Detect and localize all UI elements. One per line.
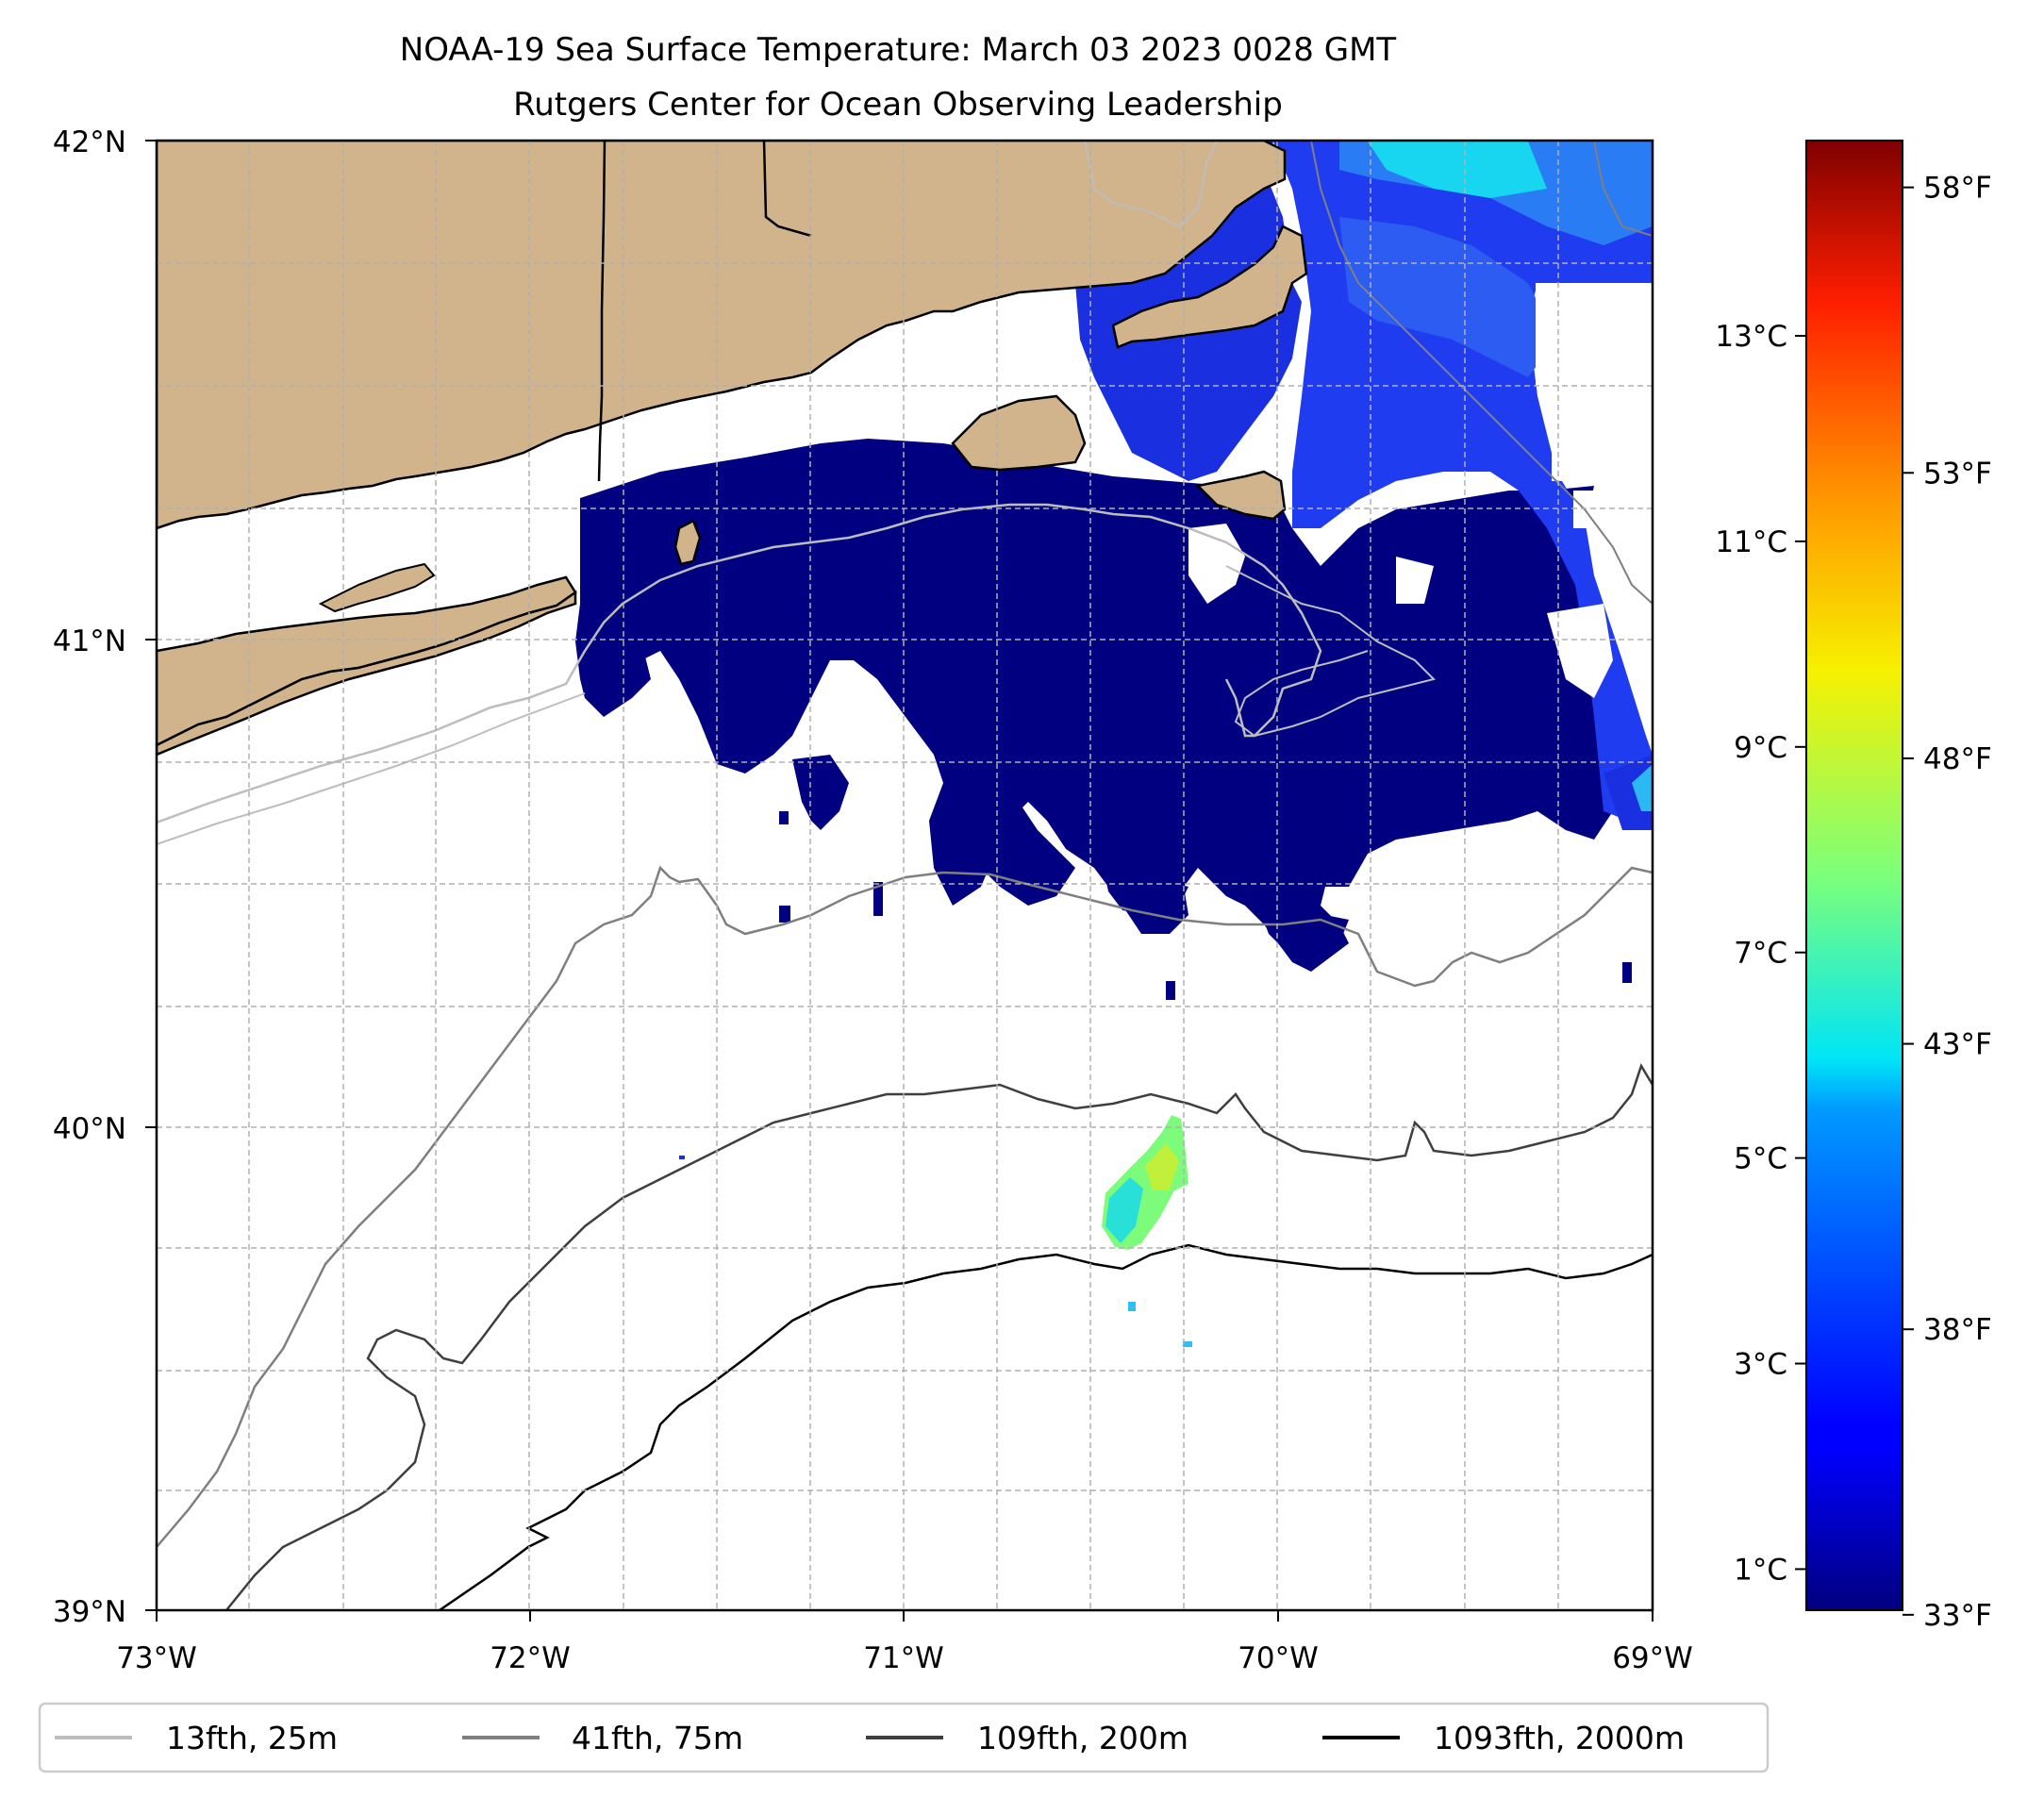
legend-label: 13fth, 25m: [166, 1720, 338, 1756]
title-line-1: NOAA-19 Sea Surface Temperature: March 0…: [400, 31, 1397, 69]
gridlines: [157, 141, 1653, 1610]
warm-eddy-patch: [679, 1115, 1192, 1347]
legend-label: 109fth, 200m: [977, 1720, 1188, 1756]
isobaths: [157, 141, 1653, 1610]
legend-item: 13fth, 25m: [55, 1720, 338, 1756]
legend-item: 109fth, 200m: [866, 1720, 1188, 1756]
fahrenheit-tick-label: 48°F: [1923, 742, 1992, 776]
title-line-2: Rutgers Center for Ocean Observing Leade…: [513, 86, 1283, 124]
colorbar: 1°C 3°C 5°C 7°C 9°C 11°C 13°C 33°F 38°F 43°F 48°F…: [1715, 140, 1992, 1633]
state-borders: [597, 141, 812, 482]
celsius-tick-label: 5°C: [1734, 1142, 1787, 1176]
celsius-tick-label: 1°C: [1734, 1553, 1787, 1587]
lon-tick-label: 71°W: [863, 1641, 944, 1675]
celsius-tick-label: 7°C: [1734, 937, 1787, 971]
celsius-tick-label: 3°C: [1734, 1348, 1787, 1382]
legend-label: 41fth, 75m: [572, 1720, 743, 1756]
map-panel[interactable]: [157, 141, 1653, 1610]
fahrenheit-tick-label: 43°F: [1923, 1028, 1992, 1062]
legend-label: 1093fth, 2000m: [1434, 1720, 1685, 1756]
celsius-tick-label: 13°C: [1715, 320, 1787, 354]
lon-tick-label: 70°W: [1238, 1641, 1319, 1675]
cloud-gaps: [1188, 283, 1653, 698]
isobath-25m-shoals: [1225, 565, 1436, 738]
lat-tick-label: 41°N: [53, 624, 126, 658]
sst-cold-water: [575, 439, 1653, 1000]
lat-tick-label: 40°N: [53, 1112, 126, 1146]
lon-tick-label: 72°W: [490, 1641, 571, 1675]
land: [157, 141, 1308, 747]
celsius-tick-label: 9°C: [1734, 731, 1787, 765]
isobath-75m: [157, 865, 1653, 1548]
lat-tick-label: 42°N: [53, 125, 126, 159]
legend-item: 1093fth, 2000m: [1322, 1720, 1685, 1756]
fahrenheit-tick-label: 33°F: [1923, 1599, 1992, 1633]
colorbar-fahrenheit-ticks: 33°F 38°F 43°F 48°F 53°F 58°F: [1903, 172, 1992, 1633]
legend-item: 41fth, 75m: [462, 1720, 743, 1756]
legend: 13fth, 25m 41fth, 75m 109fth, 200m 1093f…: [38, 1702, 1770, 1773]
isobath-200m: [225, 1063, 1653, 1610]
isobath-2000m: [439, 1243, 1653, 1610]
colorbar-celsius-ticks: 1°C 3°C 5°C 7°C 9°C 11°C 13°C: [1715, 320, 1806, 1587]
latitude-axis: 42°N 41°N 40°N 39°N: [53, 125, 157, 1629]
colorbar-gradient: [1805, 140, 1903, 1611]
lat-tick-label: 39°N: [53, 1595, 126, 1629]
long-island-south-shore: [157, 590, 577, 757]
isobath-25m: [157, 503, 1322, 824]
fahrenheit-tick-label: 58°F: [1923, 172, 1992, 206]
longitude-axis: 73°W 72°W 71°W 70°W 69°W: [116, 1610, 1693, 1675]
fahrenheit-tick-label: 38°F: [1923, 1313, 1992, 1347]
celsius-tick-label: 11°C: [1715, 525, 1787, 559]
fahrenheit-tick-label: 53°F: [1923, 457, 1992, 491]
lon-tick-label: 69°W: [1612, 1641, 1693, 1675]
lon-tick-label: 73°W: [116, 1641, 197, 1675]
